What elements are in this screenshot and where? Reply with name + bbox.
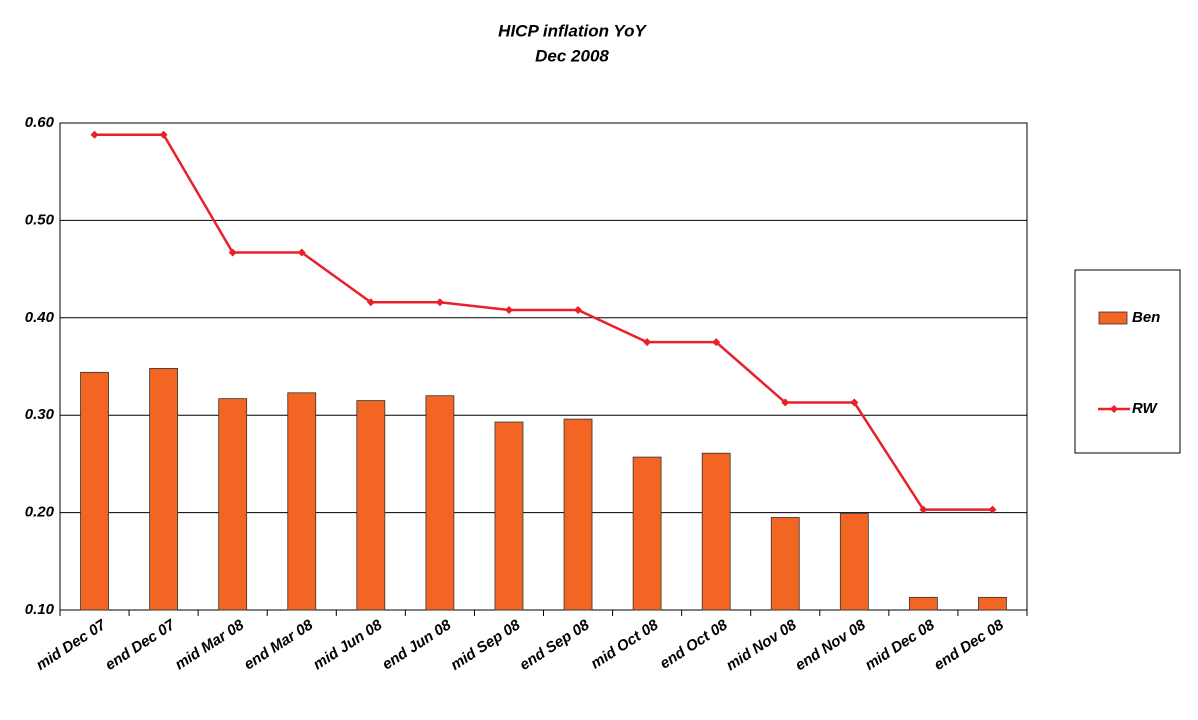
y-tick-label: 0.10 bbox=[25, 601, 55, 618]
x-tick-label: mid Dec 07 bbox=[33, 616, 109, 674]
x-tick-label: end Dec 08 bbox=[931, 616, 1007, 674]
bar bbox=[839, 513, 869, 611]
marker bbox=[159, 130, 168, 139]
x-tick-label: end Mar 08 bbox=[241, 616, 317, 673]
legend-box bbox=[1074, 269, 1181, 454]
marker bbox=[504, 306, 513, 315]
marker bbox=[574, 306, 583, 315]
marker bbox=[366, 298, 375, 307]
marker bbox=[988, 505, 997, 514]
marker bbox=[297, 248, 306, 257]
marker bbox=[781, 398, 790, 407]
legend-marker bbox=[1110, 405, 1118, 413]
x-tick-label: mid Mar 08 bbox=[172, 616, 248, 673]
x-tick-label: end Sep 08 bbox=[517, 616, 593, 674]
y-tick-label: 0.60 bbox=[25, 114, 55, 131]
bar bbox=[701, 452, 731, 611]
y-tick-label: 0.30 bbox=[25, 406, 55, 423]
bar bbox=[770, 517, 800, 611]
x-tick-label: end Oct 08 bbox=[657, 616, 731, 672]
x-tick-label: end Jun 08 bbox=[379, 616, 455, 673]
y-tick-label: 0.20 bbox=[25, 504, 55, 521]
legend-label: RW bbox=[1132, 400, 1159, 417]
bar bbox=[908, 596, 938, 611]
bar bbox=[218, 398, 248, 611]
y-tick-label: 0.40 bbox=[25, 309, 55, 326]
legend-label: Ben bbox=[1132, 309, 1160, 326]
x-tick-label: end Nov 08 bbox=[792, 616, 869, 674]
x-tick-label: mid Oct 08 bbox=[588, 616, 662, 672]
bar bbox=[287, 392, 317, 611]
marker bbox=[90, 130, 99, 139]
legend-swatch bbox=[1098, 311, 1128, 325]
marker bbox=[228, 248, 237, 257]
x-tick-label: mid Nov 08 bbox=[723, 616, 800, 674]
marker bbox=[850, 398, 859, 407]
chart-title: HICP inflation YoY bbox=[498, 21, 647, 40]
bar bbox=[149, 368, 179, 611]
x-tick-label: mid Dec 08 bbox=[862, 616, 938, 674]
x-tick-label: mid Jun 08 bbox=[310, 616, 386, 673]
x-tick-label: end Dec 07 bbox=[102, 616, 178, 674]
bar bbox=[80, 371, 109, 611]
y-tick-label: 0.50 bbox=[25, 211, 55, 228]
x-tick-label: mid Sep 08 bbox=[448, 616, 524, 674]
marker bbox=[712, 338, 721, 347]
bar bbox=[494, 421, 524, 611]
bar bbox=[563, 418, 593, 611]
bar bbox=[356, 400, 386, 611]
chart-subtitle: Dec 2008 bbox=[535, 46, 609, 65]
bar bbox=[632, 456, 662, 611]
line bbox=[94, 133, 993, 511]
bar bbox=[978, 596, 1007, 611]
plot-frame bbox=[59, 122, 1028, 611]
marker bbox=[435, 298, 444, 307]
marker bbox=[643, 338, 652, 347]
bar bbox=[425, 395, 455, 611]
marker bbox=[919, 505, 928, 514]
